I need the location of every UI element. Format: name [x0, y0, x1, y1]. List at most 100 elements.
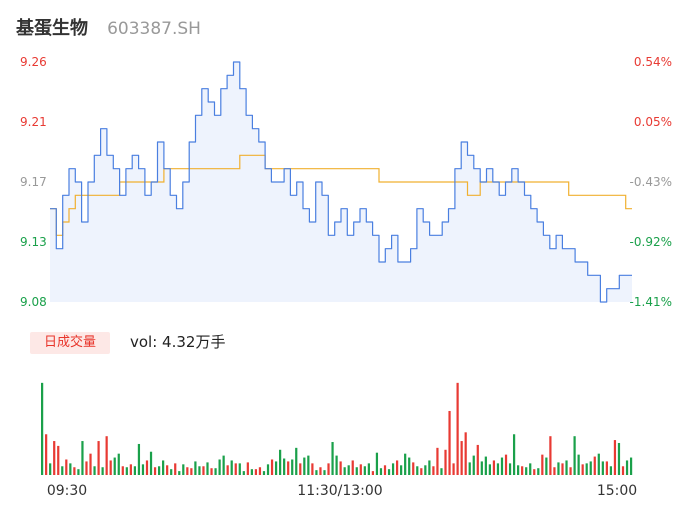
- volume-bar: [69, 463, 72, 475]
- volume-badge[interactable]: 日成交量: [30, 332, 110, 354]
- price-lines-layer: [50, 61, 632, 303]
- volume-bar: [331, 442, 334, 475]
- volume-bar: [573, 436, 576, 475]
- volume-bar: [589, 461, 592, 475]
- volume-bar: [383, 465, 387, 475]
- volume-bar: [525, 467, 528, 475]
- volume-bar: [117, 453, 120, 475]
- volume-bar: [41, 382, 44, 475]
- stock-header: 基蛋生物 603387.SH: [16, 14, 201, 39]
- volume-bar: [593, 456, 596, 475]
- volume-bar: [105, 436, 108, 475]
- volume-bar: [577, 454, 580, 475]
- volume-bar: [565, 460, 568, 475]
- volume-bar: [355, 467, 358, 475]
- y-tick-label-right: 0.54%: [634, 55, 672, 69]
- volume-bar: [238, 463, 241, 475]
- volume-bar: [529, 463, 532, 475]
- volume-bar: [186, 467, 189, 475]
- volume-bar: [585, 463, 588, 475]
- volume-bar: [597, 453, 600, 475]
- volume-bar: [343, 467, 346, 475]
- stock-code: 603387.SH: [107, 19, 201, 39]
- volume-bar: [319, 467, 322, 475]
- volume-bar: [77, 469, 80, 475]
- volume-bar: [178, 471, 181, 475]
- volume-bar: [452, 463, 455, 475]
- volume-bar: [629, 457, 633, 475]
- volume-bar: [279, 449, 282, 475]
- volume-bar: [97, 441, 100, 475]
- volume-bar: [412, 462, 415, 475]
- volume-bar: [222, 455, 225, 475]
- volume-bar: [202, 466, 205, 475]
- y-tick-label-left: 9.21: [20, 115, 47, 129]
- volume-bar: [182, 464, 185, 475]
- volume-bar: [428, 460, 431, 475]
- volume-bar: [214, 468, 217, 475]
- volume-bar: [347, 465, 350, 475]
- volume-bar: [496, 463, 500, 475]
- volume-bar: [85, 461, 88, 475]
- volume-bar: [400, 465, 403, 475]
- volume-bar: [569, 467, 572, 475]
- volume-bar: [121, 466, 124, 475]
- volume-bar: [464, 432, 467, 475]
- volume-bar: [468, 462, 471, 475]
- stock-name: 基蛋生物: [16, 18, 88, 39]
- volume-bar: [351, 460, 354, 475]
- avg-price-line: [50, 154, 632, 236]
- volume-value: vol: 4.32万手: [130, 333, 226, 351]
- volume-bar: [484, 456, 487, 475]
- y-tick-label-right: -1.41%: [630, 295, 672, 309]
- y-tick-label-left: 9.26: [20, 55, 47, 69]
- y-tick-label-left: 9.13: [20, 235, 47, 249]
- volume-bar: [512, 434, 516, 475]
- volume-bar: [601, 461, 604, 475]
- y-tick-label-left: 9.08: [20, 295, 47, 309]
- volume-bar: [254, 469, 258, 475]
- volume-bar: [613, 440, 617, 475]
- volume-bar: [170, 469, 173, 475]
- volume-bar: [335, 455, 338, 475]
- volume-bar: [521, 466, 524, 475]
- volume-bar: [113, 457, 116, 475]
- volume-bar: [206, 462, 209, 475]
- volume-bar: [420, 468, 423, 475]
- volume-bar: [157, 466, 161, 475]
- y-axis-labels: 9.26 9.21 9.17 9.13 9.08 0.54% 0.05% -0.43% -0.9…: [20, 55, 672, 309]
- volume-bar: [444, 449, 447, 475]
- volume-bar: [617, 442, 621, 475]
- volume-bar: [553, 467, 556, 475]
- volume-bar: [190, 468, 193, 475]
- volume-bar: [246, 462, 249, 475]
- volume-bar: [476, 444, 479, 475]
- volume-bar: [198, 466, 201, 475]
- volume-bar: [162, 460, 165, 475]
- volume-bar: [258, 467, 262, 475]
- volume-bar: [174, 463, 177, 475]
- volume-bar: [621, 466, 625, 475]
- volume-bar: [460, 441, 463, 475]
- volume-bar: [303, 457, 306, 475]
- volume-bar: [315, 470, 318, 475]
- volume-bar: [125, 467, 128, 475]
- volume-bar: [545, 457, 548, 475]
- volume-bar: [230, 460, 233, 475]
- y-tick-label-right: -0.92%: [630, 235, 672, 249]
- volume-bar: [166, 465, 169, 475]
- volume-bar: [424, 465, 427, 475]
- y-tick-label-right: 0.05%: [634, 115, 672, 129]
- volume-bar: [266, 464, 270, 475]
- volume-bar: [363, 466, 366, 475]
- volume-bar: [73, 467, 76, 475]
- volume-bar: [492, 460, 496, 475]
- y-tick-label-left: 9.17: [20, 175, 47, 189]
- volume-bar: [65, 459, 68, 475]
- volume-bar: [311, 463, 314, 475]
- volume-bar: [408, 457, 411, 475]
- volume-bars-layer: [41, 382, 633, 475]
- price-line: [50, 61, 632, 303]
- volume-bar: [145, 460, 149, 475]
- volume-bar: [359, 464, 362, 475]
